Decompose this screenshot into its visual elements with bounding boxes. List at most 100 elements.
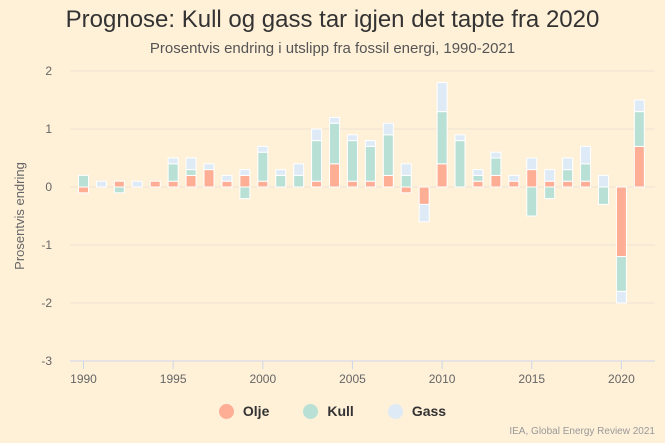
x-tick-label: 2010 bbox=[429, 372, 456, 386]
bar-kull-2003 bbox=[311, 140, 323, 182]
bar-olje-2004 bbox=[329, 163, 341, 188]
legend-swatch-kull bbox=[303, 403, 319, 419]
legend: Olje Kull Gass bbox=[0, 403, 665, 419]
bar-kull-2002 bbox=[293, 174, 305, 188]
bar-kull-1996 bbox=[185, 169, 197, 176]
bar-olje-1994 bbox=[149, 180, 161, 188]
bar-olje-2008 bbox=[400, 186, 412, 194]
bar-gass-2009 bbox=[418, 203, 430, 223]
y-tick-label: -1 bbox=[41, 238, 52, 252]
bar-olje-2016 bbox=[544, 180, 556, 188]
bar-olje-2015 bbox=[526, 169, 538, 188]
y-tick-label: -2 bbox=[41, 296, 52, 310]
bar-gass-2008 bbox=[400, 163, 412, 176]
bar-olje-2020 bbox=[615, 186, 627, 258]
bar-kull-2011 bbox=[454, 140, 466, 188]
bar-gass-2000 bbox=[257, 145, 269, 153]
y-tick-label: -3 bbox=[41, 354, 52, 368]
bar-kull-2005 bbox=[346, 140, 358, 182]
bar-gass-2012 bbox=[472, 169, 484, 176]
bar-olje-1996 bbox=[185, 174, 197, 188]
bar-gass-2019 bbox=[597, 174, 609, 188]
legend-item-kull[interactable]: Kull bbox=[303, 403, 354, 419]
bar-gass-1996 bbox=[185, 157, 197, 171]
bar-olje-2007 bbox=[382, 174, 394, 188]
bar-gass-2004 bbox=[329, 116, 341, 124]
y-tick-label: 1 bbox=[45, 122, 52, 136]
bar-gass-2007 bbox=[382, 122, 394, 136]
bar-olje-2006 bbox=[364, 180, 376, 188]
bar-kull-2008 bbox=[400, 174, 412, 188]
chart-title: Prognose: Kull og gass tar igjen det tap… bbox=[65, 6, 600, 33]
bar-olje-2017 bbox=[562, 180, 574, 188]
bar-kull-2015 bbox=[526, 186, 538, 217]
bar-kull-1990 bbox=[78, 174, 89, 188]
bar-gass-2014 bbox=[508, 174, 520, 182]
bar-kull-2016 bbox=[544, 186, 556, 200]
bar-gass-2005 bbox=[346, 134, 358, 142]
bar-kull-2013 bbox=[490, 157, 502, 176]
x-tick-label: 2000 bbox=[249, 372, 276, 386]
bar-gass-1995 bbox=[167, 157, 179, 165]
bar-gass-2010 bbox=[436, 82, 448, 113]
legend-label: Gass bbox=[411, 403, 447, 419]
bar-olje-2005 bbox=[346, 180, 358, 188]
source-credit: IEA, Global Energy Review 2021 bbox=[509, 426, 655, 437]
legend-label: Kull bbox=[327, 403, 354, 419]
bar-kull-2000 bbox=[257, 151, 269, 182]
bar-kull-1999 bbox=[239, 186, 251, 200]
bar-kull-2017 bbox=[562, 169, 574, 182]
bar-kull-1992 bbox=[113, 186, 125, 194]
bar-olje-1999 bbox=[239, 174, 251, 188]
bar-gass-2003 bbox=[311, 128, 323, 142]
bar-gass-2011 bbox=[454, 134, 466, 142]
bar-kull-2010 bbox=[436, 111, 448, 165]
bar-olje-2018 bbox=[580, 180, 592, 188]
bar-gass-1997 bbox=[203, 163, 215, 171]
x-tick-label: 1995 bbox=[160, 372, 187, 386]
bar-kull-2019 bbox=[597, 186, 609, 205]
bar-gass-1991 bbox=[95, 180, 107, 188]
bar-gass-2016 bbox=[544, 169, 556, 182]
bar-olje-2000 bbox=[257, 180, 269, 188]
bar-kull-1995 bbox=[167, 163, 179, 182]
bar-kull-2012 bbox=[472, 174, 484, 182]
bar-gass-1993 bbox=[131, 180, 143, 188]
bar-kull-2001 bbox=[275, 174, 287, 188]
bar-gass-2006 bbox=[364, 140, 376, 147]
bar-gass-2001 bbox=[275, 169, 287, 176]
bar-kull-2021 bbox=[633, 111, 645, 147]
bar-gass-1999 bbox=[239, 169, 251, 176]
bar-gass-1998 bbox=[221, 174, 233, 182]
legend-swatch-olje bbox=[218, 403, 234, 419]
chart-subtitle: Prosentvis endring i utslipp fra fossil … bbox=[149, 40, 516, 57]
bar-olje-1998 bbox=[221, 180, 233, 188]
bar-olje-1995 bbox=[167, 180, 179, 188]
x-tick-label: 2015 bbox=[518, 372, 545, 386]
bar-olje-1997 bbox=[203, 169, 215, 188]
x-tick-label: 2005 bbox=[339, 372, 366, 386]
bar-olje-2013 bbox=[490, 174, 502, 188]
bar-gass-2013 bbox=[490, 151, 502, 159]
legend-label: Olje bbox=[242, 403, 270, 419]
bar-olje-2012 bbox=[472, 180, 484, 188]
bar-gass-2017 bbox=[562, 157, 574, 171]
bar-olje-2009 bbox=[418, 186, 430, 205]
bar-gass-2015 bbox=[526, 157, 538, 171]
bar-gass-2021 bbox=[633, 99, 645, 113]
legend-swatch-gass bbox=[387, 403, 403, 419]
bar-olje-2014 bbox=[508, 180, 520, 188]
bar-gass-2018 bbox=[580, 145, 592, 165]
bar-olje-1992 bbox=[113, 180, 125, 188]
bar-olje-2021 bbox=[633, 145, 645, 188]
bar-kull-2004 bbox=[329, 122, 341, 165]
bar-olje-2003 bbox=[311, 180, 323, 188]
bar-olje-2010 bbox=[436, 163, 448, 188]
y-tick-label: 2 bbox=[45, 64, 52, 78]
legend-item-olje[interactable]: Olje bbox=[218, 403, 270, 419]
x-tick-label: 1990 bbox=[70, 372, 97, 386]
bar-kull-2006 bbox=[364, 145, 376, 182]
x-tick-label: 2020 bbox=[608, 372, 635, 386]
legend-item-gass[interactable]: Gass bbox=[387, 403, 447, 419]
